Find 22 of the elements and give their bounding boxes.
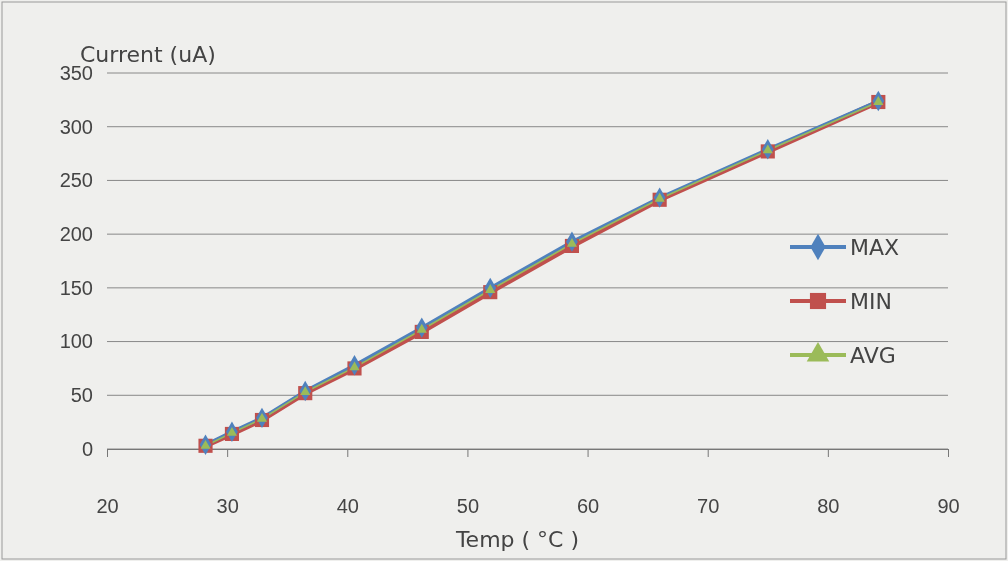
y-tick-label: 150 <box>59 276 93 299</box>
point <box>566 237 578 247</box>
legend-label: MAX <box>850 235 900 260</box>
x-tick-label: 60 <box>576 495 600 518</box>
y-tick-label: 250 <box>59 169 93 192</box>
legend-label: MIN <box>850 289 892 314</box>
x-tick-label: 80 <box>817 495 840 518</box>
legend-label: AVG <box>850 343 896 368</box>
y-tick-label: 50 <box>70 384 93 407</box>
x-tick-label: 90 <box>937 495 960 518</box>
x-tick-label: 50 <box>456 495 480 518</box>
x-tick-label: 40 <box>336 495 359 518</box>
point <box>226 427 238 436</box>
x-tick-label: 20 <box>96 495 119 518</box>
x-tick-label: 30 <box>216 495 239 518</box>
point <box>256 413 268 422</box>
y-tick-label: 100 <box>59 330 93 353</box>
x-axis-title: Temp ( °C ) <box>454 527 580 552</box>
y-tick-label: 0 <box>81 437 93 460</box>
y-tick-label: 300 <box>59 115 93 138</box>
y-tick-label: 200 <box>59 223 93 246</box>
x-tick-label: 70 <box>697 495 720 518</box>
